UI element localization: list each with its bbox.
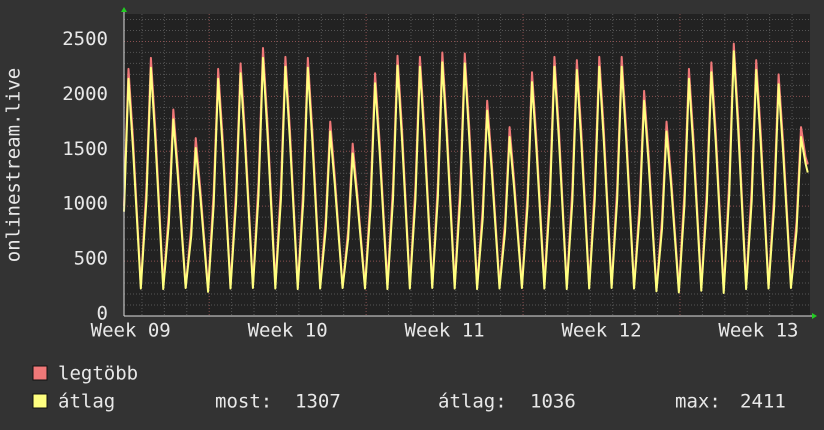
y-tick-label: 1000 — [62, 193, 108, 215]
legend: legtöbb átlag most: 1307 átlag: 1036 max: 2411 — [32, 363, 786, 413]
stat-label: most: — [215, 391, 272, 413]
stat-value: 1307 — [295, 391, 341, 413]
y-tick-label: 2000 — [62, 83, 108, 105]
y-tick-label: 0 — [97, 303, 108, 325]
legend-label: legtöbb — [58, 363, 138, 385]
y-axis-arrow — [121, 7, 127, 12]
stat-label: max: — [675, 391, 721, 413]
axes — [121, 7, 817, 319]
legend-swatch — [32, 393, 48, 409]
y-tick-label: 2500 — [62, 28, 108, 50]
x-tick-label: Week 10 — [248, 320, 328, 342]
series-line — [123, 50, 809, 294]
stat-value: 2411 — [740, 391, 786, 413]
stat-value: 1036 — [530, 391, 576, 413]
x-tick-label: Week 13 — [718, 320, 798, 342]
legend-swatch — [32, 365, 48, 381]
x-axis-arrow — [812, 313, 817, 319]
stat-label: átlag: — [438, 391, 507, 413]
y-tick-label: 1500 — [62, 138, 108, 160]
y-tick-label: 500 — [74, 248, 108, 270]
y-axis-label: onlinestream.live — [3, 68, 25, 262]
x-tick-label: Week 12 — [561, 320, 641, 342]
x-tick-label: Week 11 — [405, 320, 485, 342]
x-tick-label: Week 09 — [91, 320, 171, 342]
legend-label: átlag — [58, 391, 115, 413]
marks — [123, 42, 809, 294]
